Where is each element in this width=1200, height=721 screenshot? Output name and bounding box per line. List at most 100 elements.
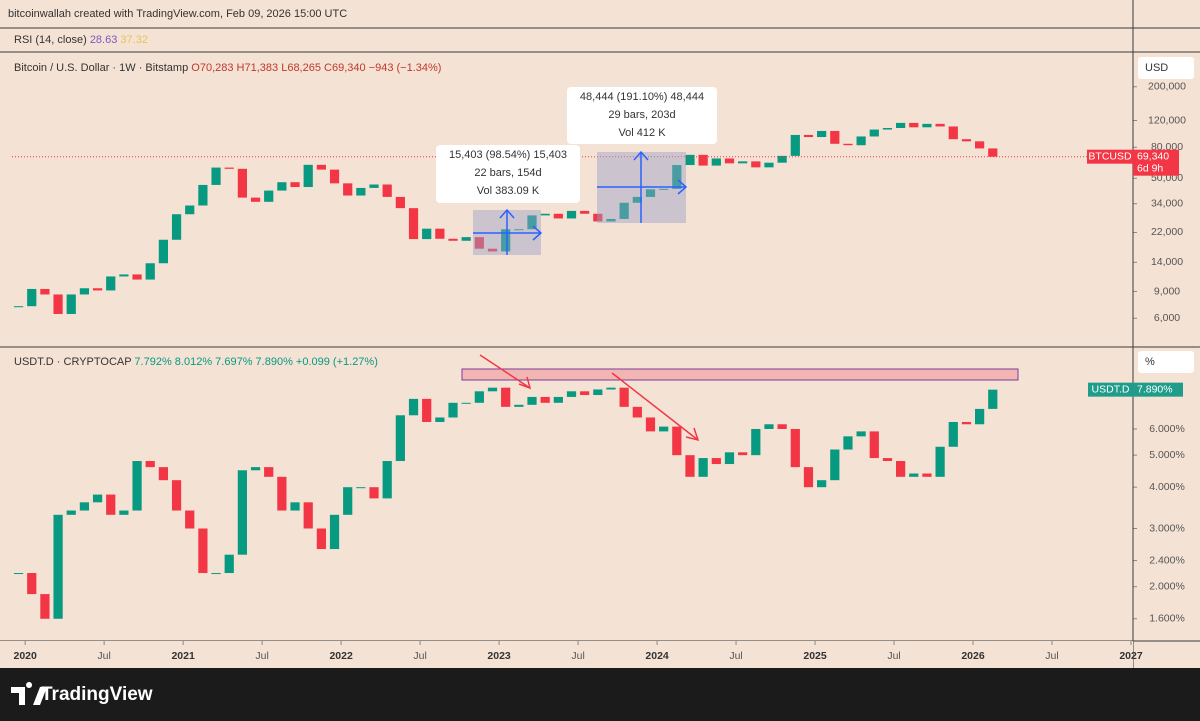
candle <box>211 573 221 575</box>
candle <box>422 228 432 240</box>
candle <box>948 421 958 447</box>
candle <box>198 528 208 574</box>
candle <box>382 461 392 499</box>
candle <box>514 404 524 407</box>
candle <box>856 136 866 146</box>
unit: % <box>1145 356 1155 368</box>
candle <box>580 210 590 214</box>
candle <box>566 210 577 219</box>
candle <box>106 494 116 515</box>
tag-value: 69,340 <box>1137 150 1169 162</box>
y-tick-label: 4.000% <box>1149 481 1185 493</box>
candle <box>672 426 682 456</box>
time-axis-labels: 2020 Jul 2021 Jul 2022 Jul 2023 Jul 2024 Jul 2025 J… <box>13 641 1143 662</box>
candle <box>329 169 340 184</box>
x-tick-label: 2022 <box>329 650 353 662</box>
x-tick-label: 2021 <box>171 650 195 662</box>
usdt-legend: USDT.D · CRYPTOCAP 7.792% 8.012% 7.697% … <box>14 356 378 368</box>
rsi-value: 37.32 <box>120 34 148 46</box>
x-tick-label: 2023 <box>487 650 511 662</box>
candle <box>395 196 405 209</box>
measure-text: 15,403 (98.54%) 15,403 <box>449 149 567 161</box>
unit-box[interactable] <box>1138 57 1194 79</box>
candle <box>817 480 827 488</box>
x-tick-label: 2027 <box>1119 650 1143 662</box>
measure-text: Vol 412 K <box>618 127 666 139</box>
candle <box>896 461 906 477</box>
tag-value: 7.890% <box>1137 383 1173 395</box>
candle <box>540 396 550 403</box>
candle <box>882 127 893 130</box>
candle <box>501 387 511 407</box>
candle <box>264 190 274 202</box>
candle <box>145 263 155 280</box>
y-tick-label: 22,000 <box>1151 226 1183 238</box>
trend-arrow <box>479 354 699 441</box>
candle <box>422 398 432 422</box>
candle <box>250 467 261 471</box>
candle <box>645 417 656 432</box>
x-tick-label: 2025 <box>803 650 827 662</box>
tag-name: BTCUSD <box>1088 150 1132 162</box>
candle <box>27 288 37 307</box>
arrow-head <box>499 208 543 241</box>
measure-text: 22 bars, 154d <box>474 167 541 179</box>
candle <box>948 126 958 140</box>
candle <box>764 424 774 429</box>
candle <box>659 188 669 190</box>
x-tick-label: 2020 <box>13 650 37 662</box>
candle <box>593 389 603 396</box>
candle <box>988 389 998 409</box>
candle <box>79 502 90 511</box>
tag-value-box <box>1133 149 1179 176</box>
series-title: USDT.D · CRYPTOCAP <box>14 356 131 368</box>
y-tick-label: 34,000 <box>1151 198 1183 210</box>
candle <box>698 458 708 477</box>
candle <box>343 487 353 515</box>
ohlc: 7.697% <box>215 356 253 368</box>
candle <box>803 467 814 488</box>
candle <box>619 202 629 219</box>
candle <box>777 424 787 429</box>
candle <box>395 415 405 462</box>
candle <box>119 510 129 515</box>
candle <box>527 396 537 405</box>
candle <box>106 276 116 291</box>
x-tick-label: Jul <box>887 650 900 662</box>
candle <box>290 502 300 511</box>
candle <box>408 208 419 240</box>
candle <box>237 168 247 198</box>
candle <box>382 184 392 197</box>
candle <box>540 213 550 216</box>
measure-label <box>436 145 580 203</box>
candle <box>92 288 103 291</box>
logo-mark <box>11 682 47 705</box>
price-legend: Bitcoin / U.S. Dollar · 1W · Bitstamp O7… <box>14 62 441 74</box>
candle <box>171 480 182 511</box>
tag-name-box <box>1088 382 1133 397</box>
candle <box>593 213 603 222</box>
candle <box>974 141 985 149</box>
rsi-title: RSI (14, close) <box>14 34 87 46</box>
x-tick-label: Jul <box>571 650 584 662</box>
candle <box>961 139 972 142</box>
candle <box>316 528 326 550</box>
candle <box>777 155 787 163</box>
candle <box>316 164 326 170</box>
tag-value-box <box>1133 382 1183 397</box>
x-tick-label: 2024 <box>645 650 669 662</box>
candle <box>277 476 287 511</box>
candle <box>53 294 63 314</box>
candle <box>869 431 879 459</box>
candle <box>843 143 853 146</box>
unit-box[interactable] <box>1138 351 1194 373</box>
candle <box>119 274 129 277</box>
ohlc: 7.792% <box>134 356 172 368</box>
ohlc: O70,283 <box>191 62 233 74</box>
candle <box>724 158 735 164</box>
candle <box>909 122 919 128</box>
candle <box>553 396 563 403</box>
arrow-head <box>633 150 688 195</box>
